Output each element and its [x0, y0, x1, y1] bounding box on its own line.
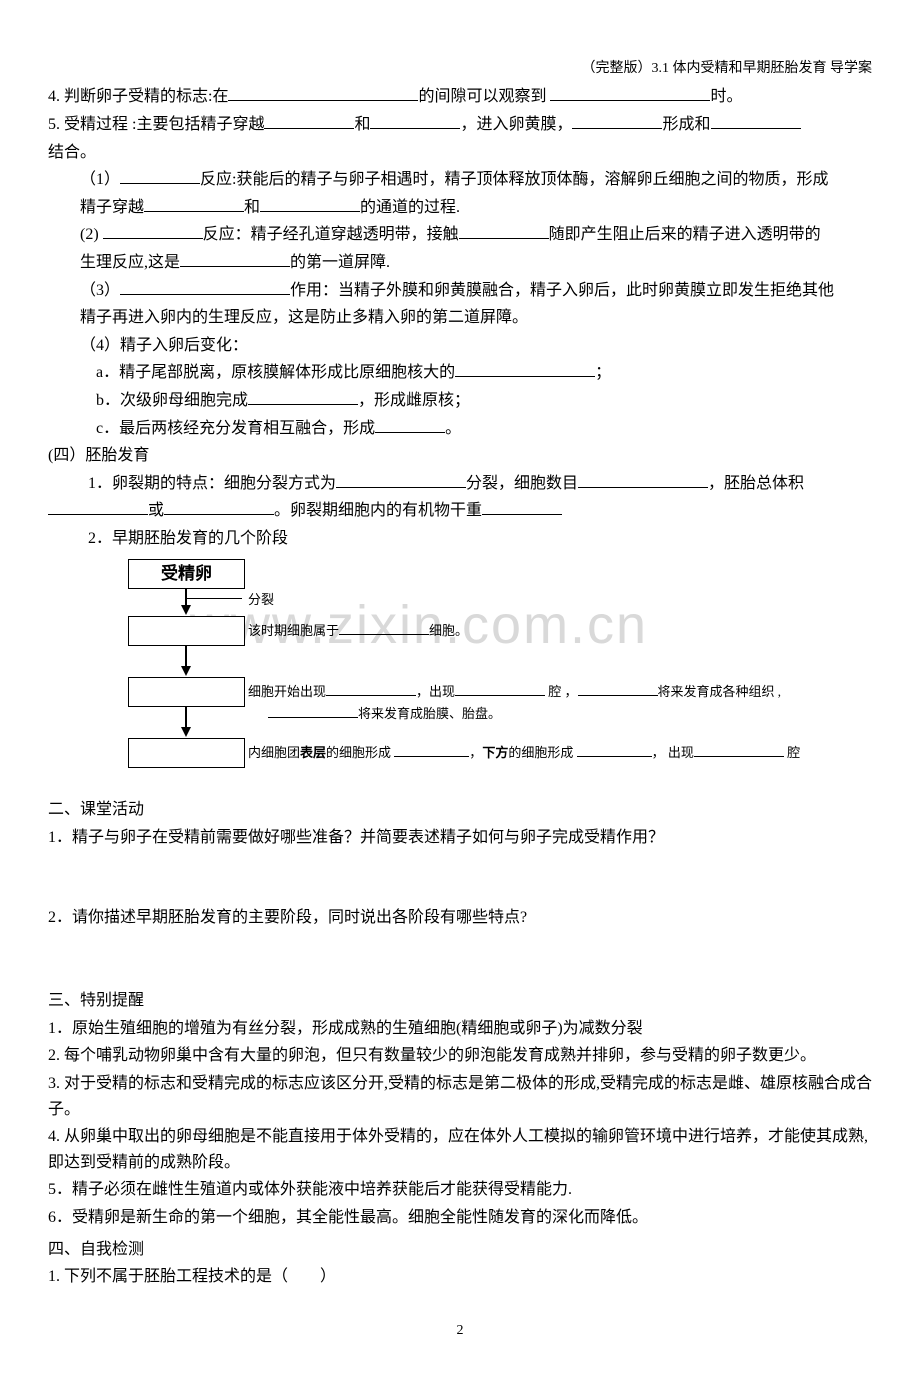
text: 将来发育成各种组织 ,: [658, 684, 782, 699]
diagram-box-1: 受精卵: [128, 559, 245, 589]
section-3-p1: 1．原始生殖细胞的增殖为有丝分裂，形成成熟的生殖细胞(精细胞或卵子)为减数分裂: [48, 1016, 872, 1042]
diagram-label-4: 内细胞团表层的细胞形成 ，下方的细胞形成 ， 出现 腔: [248, 743, 800, 764]
text: 和: [354, 116, 370, 133]
para-4b: b．次级卵母细胞完成 ，形成雌原核；: [48, 388, 872, 414]
text: 时。: [710, 88, 742, 105]
section-4-q1: 1. 下列不属于胚胎工程技术的是（ ）: [48, 1264, 872, 1290]
text: ， 出现: [652, 745, 694, 760]
section-3-p2: 2. 每个哺乳动物卵巢中含有大量的卵泡，但只有数量较少的卵泡能发育成熟并排卵，参…: [48, 1043, 872, 1069]
section-2-title: 二、课堂活动: [48, 797, 872, 823]
text: ；: [595, 364, 611, 381]
text: （3）: [80, 282, 120, 299]
section-4-2: 2．早期胚胎发育的几个阶段: [48, 526, 872, 552]
para-2: (2) 反应：精子经孔道穿越透明带，接触 随即产生阻止后来的精子进入透明带的: [48, 222, 872, 248]
diagram-box-3: [128, 677, 245, 707]
text: ，胚胎总体积: [708, 475, 804, 492]
diagram-label-2: 该时期细胞属于 细胞。: [248, 621, 468, 642]
text: (2): [80, 226, 103, 243]
section-3-p6: 6．受精卵是新生命的第一个细胞，其全能性最高。细胞全能性随发育的深化而降低。: [48, 1205, 872, 1231]
text: 5. 受精过程 :主要包括精子穿越: [48, 116, 264, 133]
text: 1．卵裂期的特点：细胞分裂方式为: [88, 475, 336, 492]
text: 精子穿越: [80, 199, 144, 216]
text: 4. 判断卵子受精的标志:在: [48, 88, 228, 105]
arrow-down-icon: [181, 666, 191, 676]
para-3: （3） 作用：当精子外膜和卵黄膜融合，精子入卵后，此时卵黄膜立即发生拒绝其他: [48, 278, 872, 304]
text: 或: [148, 502, 164, 519]
page-header: （完整版）3.1 体内受精和早期胚胎发育 导学案: [48, 58, 872, 80]
arrow-down-icon: [181, 727, 191, 737]
text: 。卵裂期细胞内的有机物干重: [274, 502, 482, 519]
text: （1）: [80, 171, 120, 188]
para-3-cont: 精子再进入卵内的生理反应，这是防止多精入卵的第二道屏障。: [48, 305, 872, 331]
text: 。: [445, 420, 461, 437]
text: 腔 ，: [545, 684, 578, 699]
diagram-box-2: [128, 616, 245, 646]
text: ，出现: [416, 684, 455, 699]
section-2-q2: 2．请你描述早期胚胎发育的主要阶段，同时说出各阶段有哪些特点?: [48, 905, 872, 931]
para-1-cont: 精子穿越 和 的通道的过程.: [48, 195, 872, 221]
para-1: （1） 反应:获能后的精子与卵子相遇时，精子顶体释放顶体酶，溶解卵丘细胞之间的物质…: [48, 167, 872, 193]
text: 细胞。: [429, 623, 468, 638]
section-4-title: 四、自我检测: [48, 1237, 872, 1263]
text: 内细胞团表层的细胞形成: [248, 745, 394, 760]
section-4-1: 1．卵裂期的特点：细胞分裂方式为 分裂，细胞数目 ，胚胎总体积: [48, 471, 872, 497]
flowchart-diagram: 受精卵 分裂 该时期细胞属于 细胞。 细胞开始出现 ，出现 腔 ， 将来发育成各种组织…: [88, 559, 872, 789]
text: ，进入卵黄膜，: [460, 116, 572, 133]
section-3-p4: 4. 从卵巢中取出的卵母细胞是不能直接用于体外受精的，应在体外人工模拟的输卵管环…: [48, 1124, 872, 1175]
text: 分裂，细胞数目: [466, 475, 578, 492]
line-5-cont: 结合。: [48, 140, 872, 166]
para-4: （4）精子入卵后变化：: [48, 333, 872, 359]
text: 作用：当精子外膜和卵黄膜融合，精子入卵后，此时卵黄膜立即发生拒绝其他: [290, 282, 834, 299]
diagram-label-3: 细胞开始出现 ，出现 腔 ， 将来发育成各种组织 ,: [248, 682, 781, 703]
text: 和: [244, 199, 260, 216]
section-2-q1: 1．精子与卵子在受精前需要做好哪些准备？并简要表述精子如何与卵子完成受精作用？: [48, 825, 872, 851]
text: 腔: [784, 745, 800, 760]
text: c．最后两核经充分发育相互融合，形成: [96, 420, 375, 437]
diagram-label-3b: 将来发育成胎膜、胎盘。: [268, 704, 501, 725]
text: 的通道的过程.: [360, 199, 460, 216]
text: ，下方的细胞形成: [469, 745, 576, 760]
text: 的第一道屏障.: [290, 254, 390, 271]
para-4a: a．精子尾部脱离，原核膜解体形成比原细胞核大的 ；: [48, 360, 872, 386]
text: 生理反应,这是: [80, 254, 180, 271]
text: 反应：精子经孔道穿越透明带，接触: [203, 226, 459, 243]
text: 该时期细胞属于: [248, 623, 339, 638]
line-5: 5. 受精过程 :主要包括精子穿越 和 ，进入卵黄膜， 形成和: [48, 112, 872, 138]
text: a．精子尾部脱离，原核膜解体形成比原细胞核大的: [96, 364, 455, 381]
diagram-label-1: 分裂: [248, 590, 274, 611]
text: 反应:获能后的精子与卵子相遇时，精子顶体释放顶体酶，溶解卵丘细胞之间的物质，形成: [200, 171, 828, 188]
text: 的间隙可以观察到: [418, 88, 550, 105]
text: b．次级卵母细胞完成: [96, 392, 248, 409]
para-4c: c．最后两核经充分发育相互融合，形成 。: [48, 416, 872, 442]
text: 细胞开始出现: [248, 684, 326, 699]
text: ，形成雌原核；: [358, 392, 470, 409]
page-number: 2: [48, 1320, 872, 1342]
text: 形成和: [662, 116, 710, 133]
section-3-p5: 5．精子必须在雌性生殖道内或体外获能液中培养获能后才能获得受精能力.: [48, 1177, 872, 1203]
text: 随即产生阻止后来的精子进入透明带的: [549, 226, 821, 243]
section-4-1-cont: 或 。卵裂期细胞内的有机物干重: [48, 498, 872, 524]
text: 将来发育成胎膜、胎盘。: [358, 706, 501, 721]
diagram-box-4: [128, 738, 245, 768]
section-3-title: 三、特别提醒: [48, 988, 872, 1014]
line-4: 4. 判断卵子受精的标志:在 的间隙可以观察到 时。: [48, 84, 872, 110]
para-2-cont: 生理反应,这是 的第一道屏障.: [48, 250, 872, 276]
arrow-down-icon: [181, 605, 191, 615]
section-4-heading: (四）胚胎发育: [48, 443, 872, 469]
section-3-p3: 3. 对于受精的标志和受精完成的标志应该区分开,受精的标志是第二极体的形成,受精…: [48, 1071, 872, 1122]
